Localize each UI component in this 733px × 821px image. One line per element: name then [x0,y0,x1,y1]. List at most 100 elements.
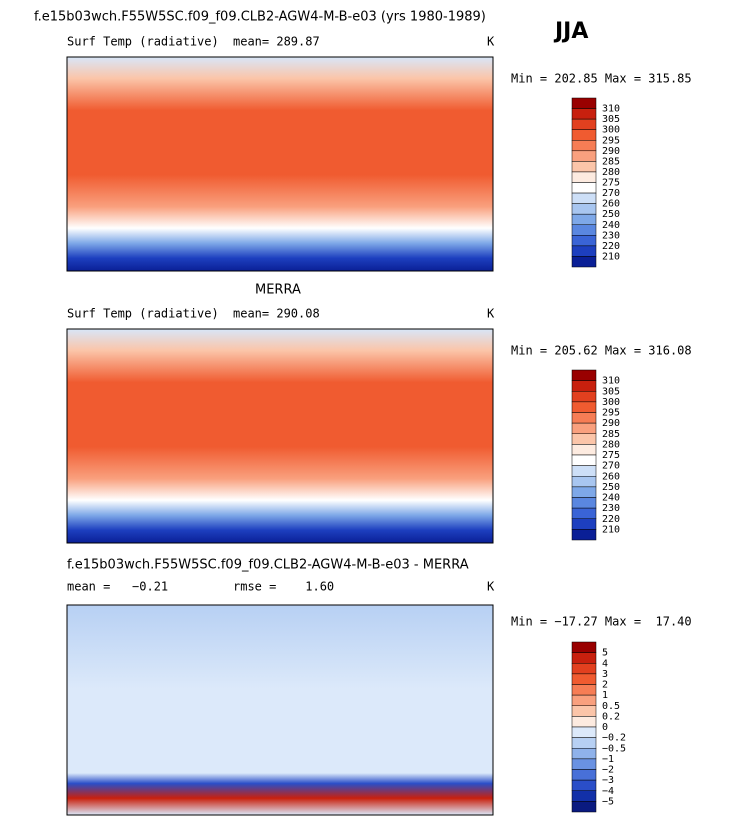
range: Min = 205.62 Max = 316.08 [511,344,692,358]
colorbar-label: −5 [602,796,614,807]
colorbar-box [571,412,597,424]
colorbar-box [571,705,597,717]
colorbar-label: 295 [602,408,620,419]
colorbar-label: 1 [602,690,608,701]
colorbar-box [571,518,597,530]
colorbar-label: 230 [602,230,620,241]
colorbar-label: 260 [602,199,620,210]
colorbar-box [571,684,597,696]
colorbar-box [571,497,597,509]
stat: rmse = 1.60 [233,580,334,594]
range: Min = 202.85 Max = 315.85 [511,72,692,86]
units: K [487,35,495,49]
colorbar-label: 285 [602,429,620,440]
colorbar-label: 3 [602,669,608,680]
colorbar-label: 280 [602,439,620,450]
colorbar-label: 4 [602,658,608,669]
colorbar-label: 5 [602,648,608,659]
colorbar-label: 0.2 [602,711,620,722]
colorbar-box [571,465,597,477]
colorbar-box [571,150,597,162]
colorbar-box [571,529,597,541]
colorbar-label: 230 [602,503,620,514]
colorbar-label: 2 [602,680,608,691]
variable: Surf Temp (radiative) [67,35,219,49]
colorbar-label: 210 [602,524,620,535]
colorbar-box [571,369,597,381]
colorbar-label: −3 [602,775,614,786]
colorbar-label: 0 [602,722,608,733]
colorbar-label: 305 [602,386,620,397]
colorbar-box [571,716,597,728]
season: JJA [553,19,588,44]
colorbar-box [571,129,597,141]
colorbar-box [571,161,597,173]
colorbar-box [571,192,597,204]
colorbar-label: 275 [602,450,620,461]
colorbar-box [571,652,597,664]
colorbar-label: −2 [602,765,614,776]
units: K [487,307,495,321]
colorbar-box [571,401,597,413]
colorbar-box [571,433,597,445]
colorbar-box [571,486,597,498]
colorbar-label: 250 [602,209,620,220]
colorbar-label: −4 [602,786,614,797]
variable: Surf Temp (radiative) [67,307,219,321]
colorbar-label: 220 [602,241,620,252]
colorbar-box [571,380,597,392]
panel-title: f.e15b03wch.F55W5SC.f09_f09.CLB2-AGW4-M-… [34,10,486,25]
colorbar-box [571,391,597,403]
colorbar-label: 290 [602,146,620,157]
colorbar-label: 240 [602,220,620,231]
colorbar-box [571,779,597,791]
colorbar-label: 240 [602,493,620,504]
colorbar-label: 260 [602,471,620,482]
stat: mean= 289.87 [233,35,320,49]
colorbar-label: 305 [602,114,620,125]
colorbar-label: 0.5 [602,701,620,712]
colorbar-label: 300 [602,397,620,408]
colorbar-box [571,673,597,685]
colorbar-box [571,737,597,749]
colorbar-box [571,203,597,215]
colorbar-label: 210 [602,251,620,262]
stat: mean= 290.08 [233,307,320,321]
colorbar-box [571,641,597,653]
colorbar-label: −1 [602,754,614,765]
colorbar-box [571,140,597,152]
colorbar-box [571,235,597,247]
colorbar-label: 275 [602,178,620,189]
colorbar-box [571,694,597,706]
colorbar-box [571,422,597,434]
colorbar-box [571,507,597,519]
colorbar-label: −0.5 [602,743,626,754]
panel-title: f.e15b03wch.F55W5SC.f09_f09.CLB2-AGW4-M-… [67,558,469,573]
stat: mean = −0.21 [67,580,168,594]
colorbar-box [571,790,597,802]
map [66,328,494,544]
colorbar-box [571,171,597,183]
colorbar-label: −0.2 [602,733,626,744]
colorbar-box [571,97,597,109]
colorbar-box [571,108,597,120]
map [66,56,494,272]
colorbar-box [571,769,597,781]
map [66,604,494,816]
colorbar-box [571,245,597,257]
colorbar-label: 250 [602,482,620,493]
colorbar-box [571,213,597,225]
colorbar-label: 285 [602,156,620,167]
colorbar-label: 295 [602,135,620,146]
colorbar-box [571,118,597,130]
colorbar-box [571,748,597,760]
colorbar-box [571,663,597,675]
colorbar-box [571,444,597,456]
colorbar-label: 270 [602,188,620,199]
colorbar-box [571,454,597,466]
colorbar-label: 310 [602,376,620,387]
colorbar-label: 270 [602,461,620,472]
colorbar-box [571,224,597,236]
colorbar-label: 310 [602,104,620,115]
